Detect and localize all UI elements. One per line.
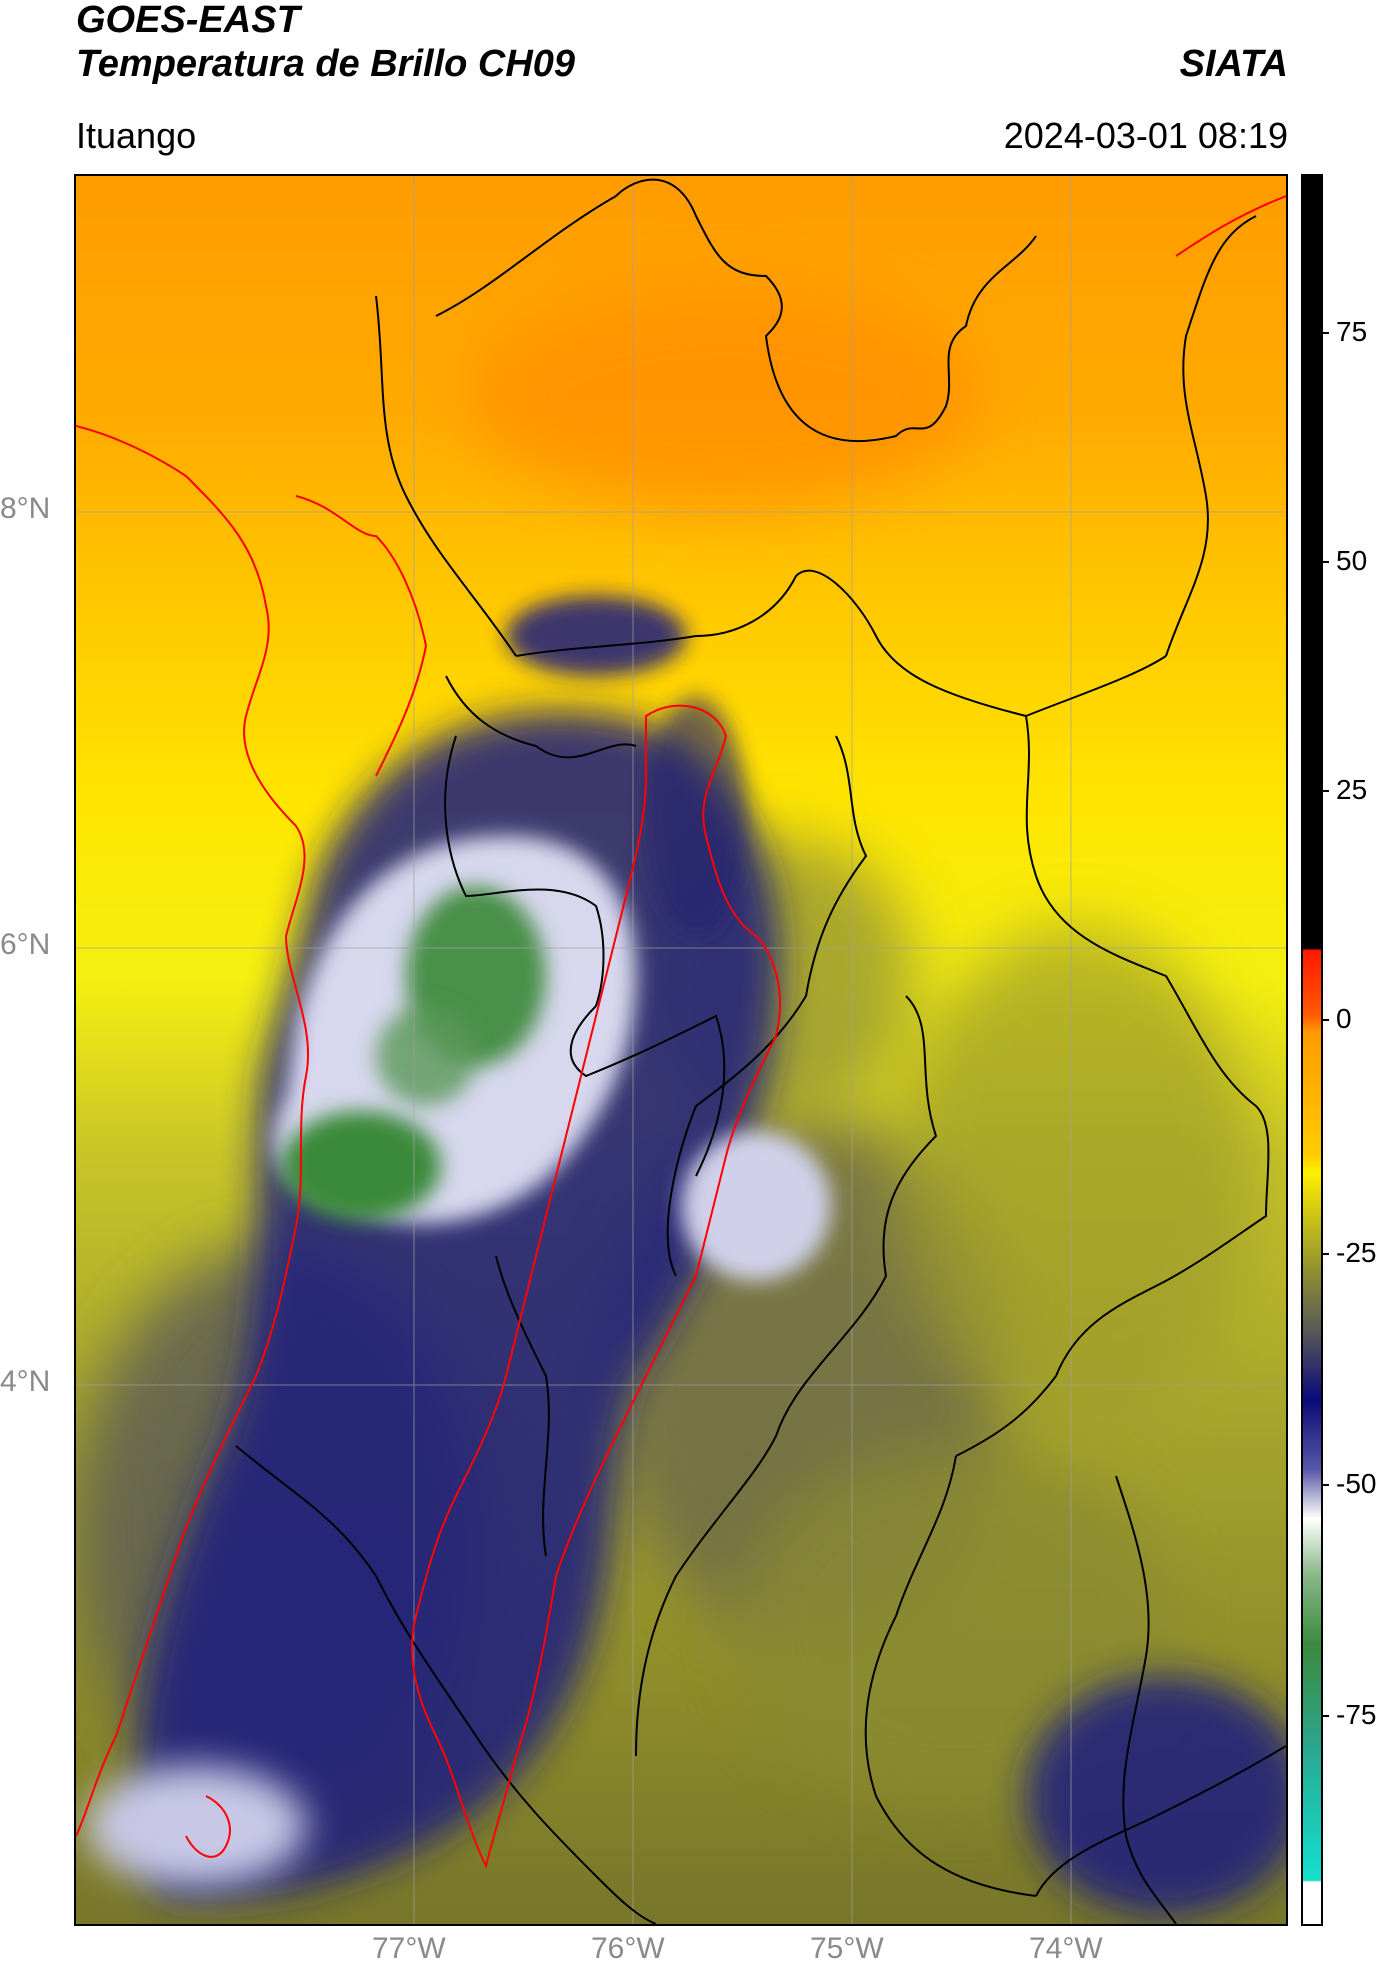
cb-label-m50: -50 [1336, 1468, 1377, 1499]
title-line-2: Temperatura de Brillo CH09 [76, 43, 576, 85]
location-label: Ituango [76, 115, 197, 156]
cb-tick-50 [1321, 561, 1329, 563]
lat-label-4n: 4°N [0, 1365, 51, 1398]
cloud-navy-streak [506, 596, 686, 676]
lon-label-76w: 76°W [591, 1932, 665, 1965]
lon-label-75w: 75°W [810, 1932, 884, 1965]
colorbar [1301, 174, 1323, 1926]
cb-tick-25 [1321, 790, 1329, 792]
cloud-white-core-2 [681, 1131, 831, 1281]
department-borders [235, 178, 1286, 1924]
cb-label-m25: -25 [1336, 1237, 1377, 1268]
cb-tick-m75 [1321, 1715, 1329, 1717]
cb-label-25: 25 [1336, 774, 1368, 805]
cloud-streak-2 [646, 696, 746, 936]
lat-label-8n: 8°N [0, 492, 51, 525]
cb-tick-m50 [1321, 1484, 1329, 1486]
colorbar-svg [1303, 176, 1321, 1924]
region-outline [76, 195, 1286, 1869]
cold-top-2 [281, 1111, 441, 1221]
cloud-navy-se [1026, 1676, 1286, 1916]
cb-label-0: 0 [1336, 1003, 1352, 1034]
cb-label-75: 75 [1336, 316, 1368, 347]
olive-zone-2 [896, 926, 1256, 1426]
cloud-white-core-3 [86, 1766, 306, 1886]
lon-label-74w: 74°W [1029, 1932, 1103, 1965]
title-line-1: GOES-EAST [76, 0, 300, 41]
cold-top-3 [376, 1006, 476, 1106]
lon-label-77w: 77°W [372, 1932, 446, 1965]
datetime-label: 2024-03-01 08:19 [1003, 115, 1288, 156]
warm-patch [466, 286, 986, 506]
cb-tick-m25 [1321, 1253, 1329, 1255]
cb-label-50: 50 [1336, 545, 1368, 576]
lat-label-6n: 6°N [0, 928, 51, 961]
graticule [76, 176, 1286, 1924]
cb-tick-75 [1321, 332, 1329, 334]
org-label: SIATA [1179, 43, 1288, 85]
cb-label-m75: -75 [1336, 1699, 1377, 1730]
map-svg [76, 176, 1286, 1924]
cb-tick-0 [1321, 1019, 1329, 1021]
satellite-map[interactable] [74, 174, 1288, 1926]
